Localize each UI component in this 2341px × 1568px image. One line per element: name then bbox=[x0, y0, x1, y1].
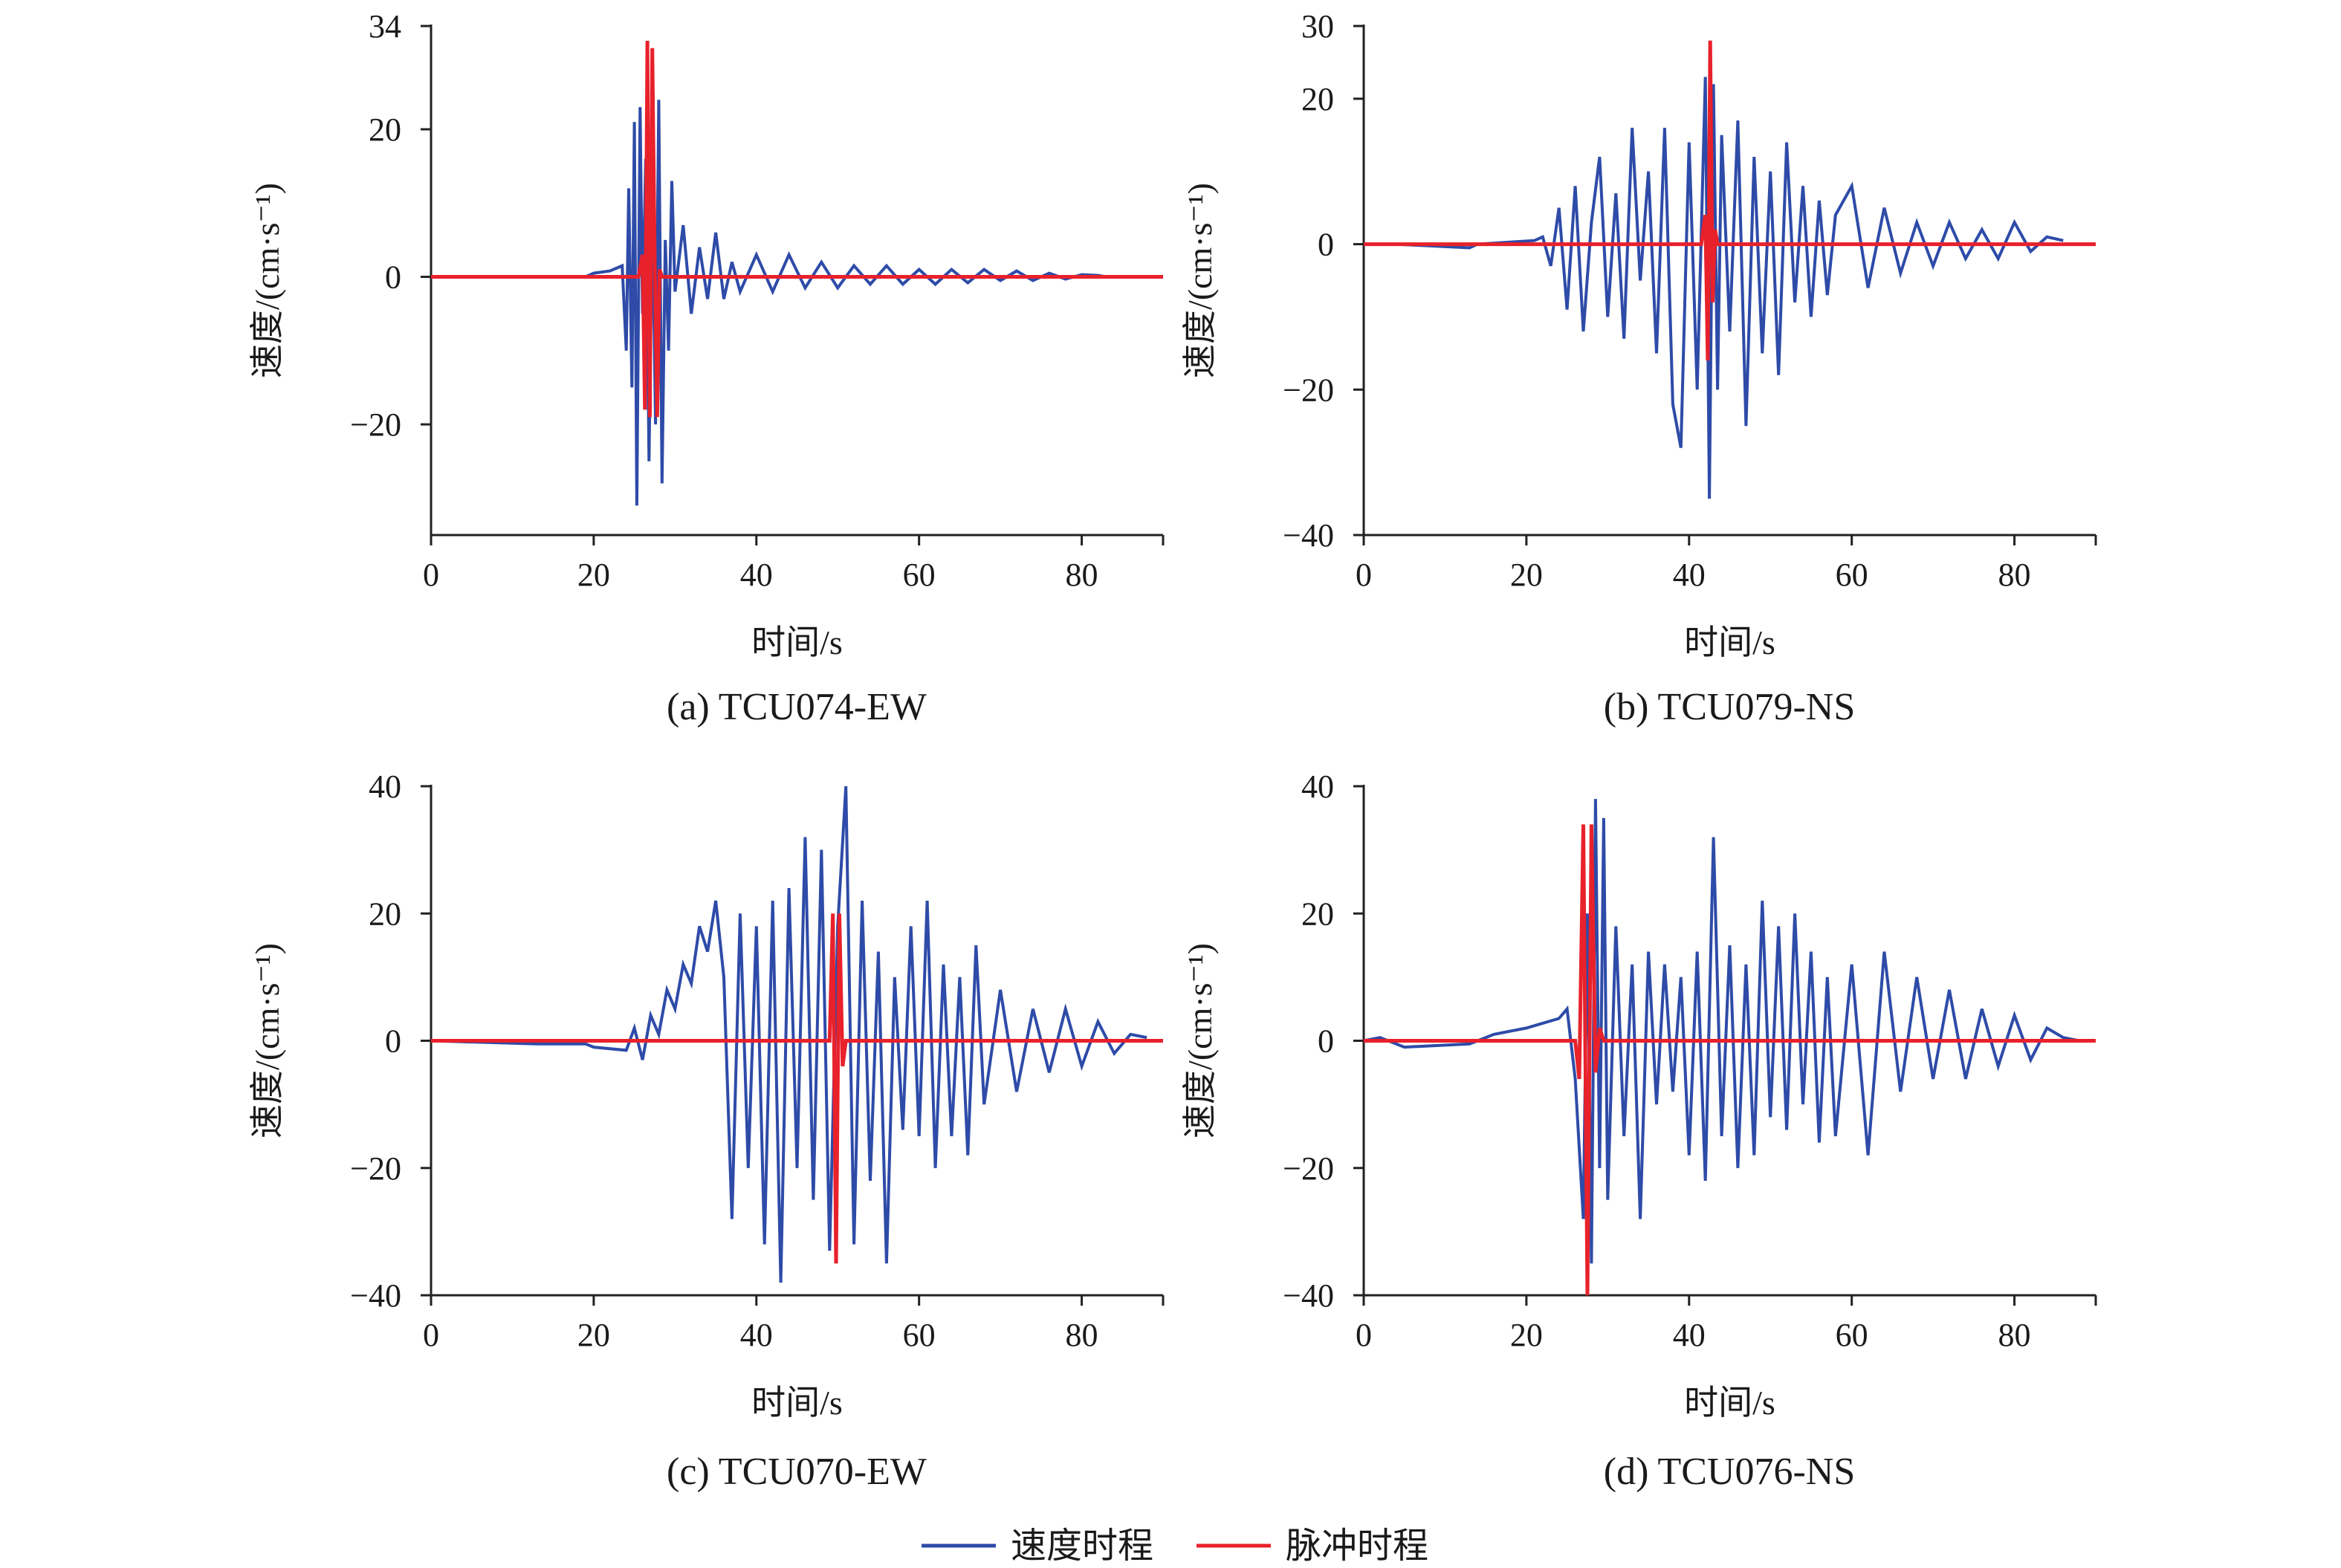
y-tick-label: 20 bbox=[369, 895, 401, 932]
legend: 速度时程 脉冲时程 bbox=[922, 1526, 1428, 1566]
y-tick-label: 30 bbox=[1301, 8, 1334, 45]
series-line-pulse bbox=[1364, 824, 2096, 1296]
y-axis-title: 速度/(cm·s⁻¹) bbox=[1181, 183, 1219, 378]
x-tick-label: 80 bbox=[1998, 557, 2031, 593]
series-line-velocity bbox=[431, 100, 1107, 506]
panel-caption: (d) TCU076-NS bbox=[1604, 1451, 1855, 1493]
x-tick-label: 0 bbox=[423, 1317, 439, 1353]
x-tick-label: 80 bbox=[1066, 557, 1098, 593]
x-tick-label: 40 bbox=[1673, 557, 1706, 593]
y-tick-label: 0 bbox=[385, 1023, 401, 1060]
legend-label-velocity: 速度时程 bbox=[1011, 1526, 1153, 1566]
panel-b: 0 20 40 60 80 −40 −20 0 20 30 时间/s 速度/(cm·s⁻¹) (b) T… bbox=[1181, 8, 2097, 728]
panel-caption: (a) TCU074-EW bbox=[667, 686, 927, 728]
x-tick-label: 0 bbox=[423, 557, 439, 593]
y-tick-label: 0 bbox=[385, 259, 401, 296]
y-axis-title: 速度/(cm·s⁻¹) bbox=[1181, 943, 1219, 1138]
x-tick-label: 20 bbox=[1510, 557, 1543, 593]
x-tick-label: 20 bbox=[577, 557, 610, 593]
y-tick-label: 40 bbox=[1301, 768, 1334, 805]
y-tick-label: −20 bbox=[1283, 372, 1334, 408]
x-tick-label: 20 bbox=[1510, 1317, 1543, 1353]
y-tick-label: 34 bbox=[369, 8, 401, 45]
x-tick-label: 0 bbox=[1356, 1317, 1372, 1353]
x-tick-label: 60 bbox=[1836, 557, 1868, 593]
x-tick-label: 40 bbox=[740, 557, 773, 593]
panel-c: 0 20 40 60 80 −40 −20 0 20 40 时间/s 速度/(cm·s⁻¹) (c) T… bbox=[248, 768, 1165, 1493]
series-line-velocity bbox=[1363, 799, 2080, 1264]
x-tick-label: 0 bbox=[1356, 557, 1372, 593]
x-tick-label: 60 bbox=[1836, 1317, 1868, 1353]
y-tick-label: 20 bbox=[1301, 895, 1334, 932]
legend-label-pulse: 脉冲时程 bbox=[1286, 1526, 1428, 1566]
x-tick-label: 40 bbox=[740, 1317, 773, 1353]
series-line-pulse bbox=[431, 913, 1163, 1264]
y-tick-label: −20 bbox=[350, 1150, 401, 1187]
panel-a: 0 20 40 60 80 −20 0 20 34 时间/s 速度/(cm·s⁻¹) (a) TCU0… bbox=[248, 8, 1165, 728]
panel-d: 0 20 40 60 80 −40 −20 0 20 40 时间/s 速度/(cm·s⁻¹) (d) T… bbox=[1181, 768, 2097, 1493]
x-axis-title: 时间/s bbox=[751, 623, 843, 661]
y-tick-label: −40 bbox=[1283, 517, 1334, 554]
x-tick-label: 60 bbox=[903, 1317, 936, 1353]
y-axis-title: 速度/(cm·s⁻¹) bbox=[248, 943, 286, 1138]
x-axis-title: 时间/s bbox=[1684, 1384, 1775, 1422]
x-tick-label: 20 bbox=[577, 1317, 610, 1353]
x-tick-label: 80 bbox=[1066, 1317, 1098, 1353]
y-tick-label: 20 bbox=[369, 111, 401, 148]
y-tick-label: −40 bbox=[1283, 1277, 1334, 1314]
y-tick-label: 0 bbox=[1318, 1023, 1334, 1060]
series-line-pulse bbox=[1364, 40, 2096, 361]
y-tick-label: 40 bbox=[369, 768, 401, 805]
x-tick-label: 80 bbox=[1998, 1317, 2031, 1353]
y-tick-label: −20 bbox=[1283, 1150, 1334, 1187]
panel-caption: (c) TCU070-EW bbox=[667, 1451, 927, 1493]
series-line-pulse bbox=[431, 40, 1163, 418]
x-axis-title: 时间/s bbox=[1684, 623, 1775, 661]
y-tick-label: −40 bbox=[350, 1277, 401, 1314]
x-tick-label: 60 bbox=[903, 557, 936, 593]
y-tick-label: 20 bbox=[1301, 81, 1334, 117]
panel-caption: (b) TCU079-NS bbox=[1604, 686, 1855, 728]
y-tick-label: −20 bbox=[350, 406, 401, 443]
series-line-velocity bbox=[1364, 77, 2064, 499]
series-line-velocity bbox=[430, 785, 1147, 1283]
x-axis-title: 时间/s bbox=[751, 1384, 843, 1422]
y-tick-label: 0 bbox=[1318, 227, 1334, 263]
y-axis-title: 速度/(cm·s⁻¹) bbox=[248, 183, 286, 378]
x-tick-label: 40 bbox=[1673, 1317, 1706, 1353]
